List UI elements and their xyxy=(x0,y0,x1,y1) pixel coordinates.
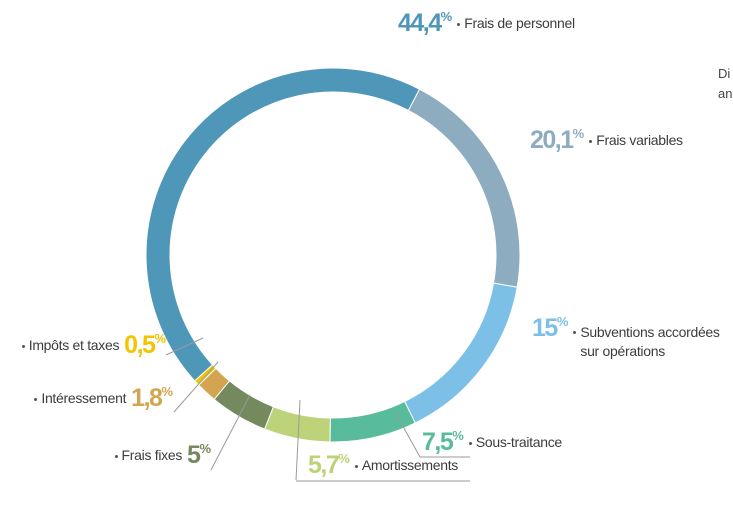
category-label: Frais variables xyxy=(589,132,683,148)
value-label: 5% xyxy=(187,441,211,469)
donut-segment xyxy=(407,88,521,288)
segment-label: 15% Subventions accordées sur opérations xyxy=(532,313,725,361)
leader-line xyxy=(165,337,204,356)
segment-label: 5,7% Amortissements xyxy=(308,450,458,480)
category-label: Sous-traitance xyxy=(469,434,562,450)
donut-segment xyxy=(145,67,421,382)
leader-line xyxy=(210,394,251,471)
category-label: Impôts et taxes xyxy=(22,337,120,353)
value-label: 20,1% xyxy=(530,126,585,154)
donut-segment xyxy=(198,367,231,401)
value-label: 15% xyxy=(532,314,569,342)
category-label: Amortissements xyxy=(355,457,458,473)
category-label: Intéressement xyxy=(34,390,126,406)
category-label: Frais fixes xyxy=(115,447,183,463)
leader-line xyxy=(173,361,219,413)
category-label: Frais de personnel xyxy=(457,15,575,31)
annotation: Di xyxy=(718,66,731,81)
segment-label: 20,1% Frais variables xyxy=(530,125,683,155)
category-label: Subventions accordées sur opérations xyxy=(573,323,725,361)
value-label: 7,5% xyxy=(422,428,464,456)
donut-segment xyxy=(329,400,416,443)
leader-line xyxy=(295,399,301,481)
value-label: 5,7% xyxy=(308,451,350,479)
donut-segment xyxy=(213,380,275,430)
annotation: an xyxy=(718,86,733,101)
value-label: 0,5% xyxy=(124,331,166,359)
donut-segment xyxy=(264,406,331,443)
segment-label: 7,5% Sous-traitance xyxy=(422,427,562,457)
value-label: 44,4% xyxy=(398,9,453,37)
segment-label: 44,4% Frais de personnel xyxy=(398,8,575,38)
segment-label: 5% Frais fixes xyxy=(115,440,211,470)
donut-segment xyxy=(404,282,518,424)
value-label: 1,8% xyxy=(131,384,173,412)
segment-label: 0,5% Impôts et taxes xyxy=(22,330,166,360)
segment-label: 1,8% Intéressement xyxy=(34,383,173,413)
